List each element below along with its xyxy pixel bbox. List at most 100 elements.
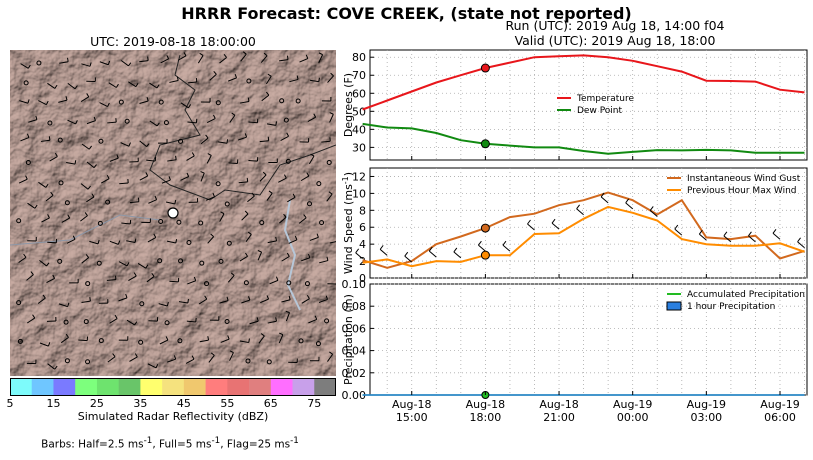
wind-barb xyxy=(118,293,128,302)
calm-barb xyxy=(139,301,145,307)
colorbar-segment xyxy=(96,378,119,396)
wind-barb xyxy=(26,314,36,324)
wind-barb xyxy=(206,114,216,123)
wind-barb xyxy=(266,121,278,126)
calm-barb xyxy=(17,338,23,344)
colorbar-segment xyxy=(314,378,336,396)
wind-barb xyxy=(39,342,51,347)
valid-time-label: Valid (UTC): 2019 Aug 18, 18:00 xyxy=(514,33,716,48)
y-tick-label: 60 xyxy=(352,87,366,100)
wind-barb xyxy=(27,202,38,209)
calm-barb xyxy=(98,138,104,144)
wind-barb xyxy=(453,247,462,259)
colorbar-tick-label: 25 xyxy=(89,397,104,410)
wind-barb xyxy=(261,91,270,102)
wind-barb xyxy=(46,274,56,283)
colorbar-segment xyxy=(162,378,185,396)
wind-barb xyxy=(248,157,259,162)
wind-barb xyxy=(160,55,170,64)
wind-barb xyxy=(477,240,486,252)
wind-barb xyxy=(355,248,363,260)
river xyxy=(283,199,301,311)
wind-barb xyxy=(129,353,138,362)
wind-barb xyxy=(206,153,212,164)
colorbar-tick-label: 35 xyxy=(133,397,148,410)
site-marker xyxy=(167,207,179,219)
calm-barb xyxy=(224,201,230,207)
x-tick-label: Aug-19 xyxy=(687,398,726,411)
chart-title: HRRR Forecast: COVE CREEK, (state not re… xyxy=(181,4,632,23)
colorbar-segment xyxy=(53,378,76,396)
calm-barb xyxy=(85,281,91,287)
barbs-exp-3: -1 xyxy=(290,436,299,446)
wind-barb xyxy=(187,78,198,84)
x-tick-label: 06:00 xyxy=(764,411,796,424)
calm-barb xyxy=(286,280,292,286)
wind-barb xyxy=(58,96,68,103)
plot-frame xyxy=(369,167,808,279)
wind-barb xyxy=(797,237,805,249)
x-tick-label: 15:00 xyxy=(396,411,428,424)
wind-barb xyxy=(86,77,96,82)
plot-frame xyxy=(369,49,808,161)
wind-barb xyxy=(308,315,318,324)
colorbar-tick-label: 15 xyxy=(46,397,61,410)
y-axis-label: Wind Speed (ms-1) xyxy=(341,172,355,274)
wind-barb xyxy=(207,233,215,244)
wind-barb xyxy=(86,116,96,125)
wind-barb xyxy=(288,235,298,244)
barbs-exp-1: -1 xyxy=(143,436,153,446)
wind-barb xyxy=(319,256,329,264)
wind-barb xyxy=(38,100,49,106)
x-tick-label: 18:00 xyxy=(470,411,502,424)
calm-barb xyxy=(64,200,70,206)
wind-barb xyxy=(318,52,324,63)
calm-barb xyxy=(283,117,289,123)
wind-barb xyxy=(278,174,287,183)
wind-barb xyxy=(249,317,259,325)
calm-barb xyxy=(23,80,29,86)
wind-barb xyxy=(80,183,91,190)
y-tick-label: 70 xyxy=(352,69,366,82)
y-tick-label: 0.00 xyxy=(342,389,367,402)
wind-barb xyxy=(146,157,157,162)
series-line xyxy=(362,122,805,155)
wind-barb xyxy=(287,193,296,203)
calm-barb xyxy=(64,358,70,364)
y-tick-label: 8 xyxy=(359,204,366,217)
wind-barb xyxy=(27,236,37,242)
wind-barb xyxy=(177,52,187,61)
legend-label: 1 hour Precipitation xyxy=(687,302,775,312)
wind-barb xyxy=(259,136,270,143)
calm-barb xyxy=(259,220,265,226)
calm-barb xyxy=(36,60,42,66)
wind-barb xyxy=(278,332,284,344)
wind-barb xyxy=(208,352,215,363)
calm-barb xyxy=(306,201,312,207)
wind-barb xyxy=(299,54,309,63)
wind-barb xyxy=(180,102,192,109)
wind-barb xyxy=(219,211,225,222)
calm-barb xyxy=(315,341,321,347)
wind-barb xyxy=(45,191,54,202)
wind-barb xyxy=(126,238,137,243)
wind-barb xyxy=(149,82,160,89)
wind-barb xyxy=(428,246,437,258)
wind-barb xyxy=(158,302,169,307)
legend-label: Instantaneous Wind Gust xyxy=(687,174,801,184)
calm-barb xyxy=(199,260,205,266)
plot-frame xyxy=(369,283,808,396)
x-tick-label: Aug-18 xyxy=(392,398,431,411)
calm-barb xyxy=(198,220,204,226)
wind-barb xyxy=(379,245,388,256)
wind-barb xyxy=(329,112,334,123)
wind-barb xyxy=(278,213,287,224)
colorbar-tick-label: 65 xyxy=(263,397,278,410)
x-tick-label: Aug-18 xyxy=(539,398,578,411)
wind-barb xyxy=(141,218,151,224)
colorbar-segment xyxy=(118,378,141,396)
wind-barb xyxy=(772,229,781,240)
x-tick-label: Aug-18 xyxy=(466,398,505,411)
